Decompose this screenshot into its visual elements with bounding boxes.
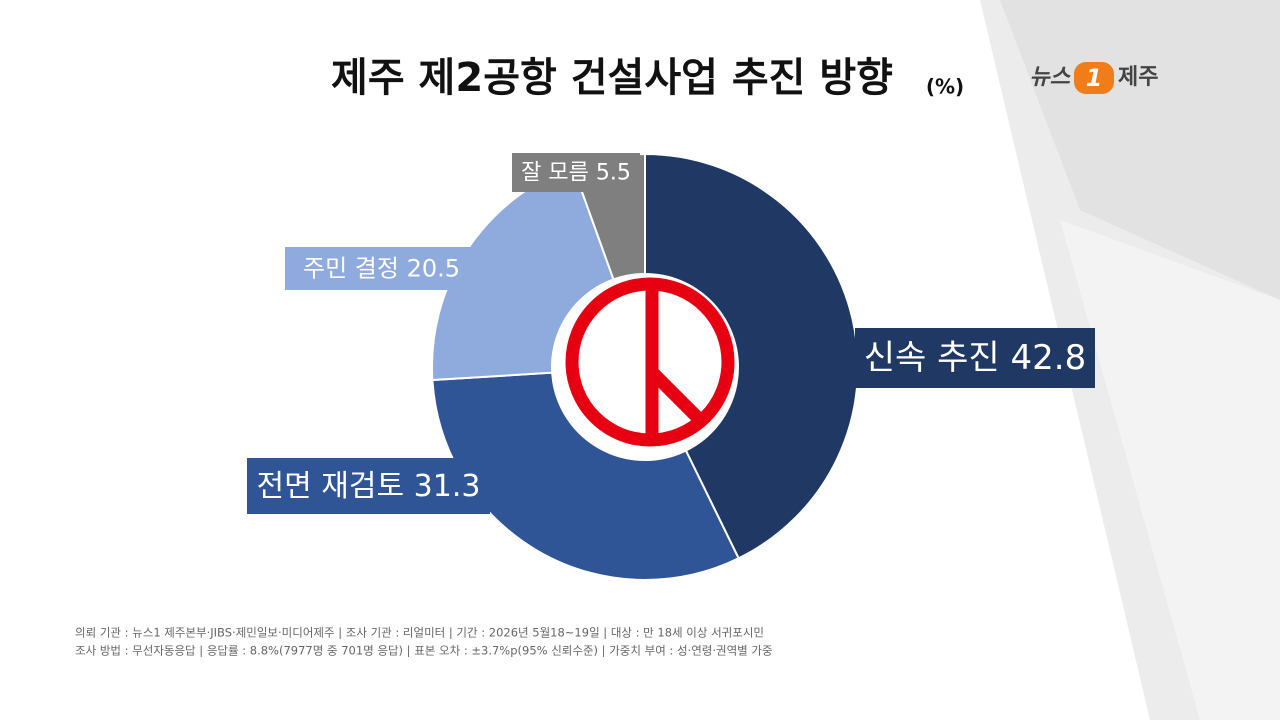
logo-text: 뉴스 [1030,65,1072,90]
background-shape [1000,0,1280,300]
label-box [855,328,1095,388]
chart-title: 제주 제2공항 건설사업 추진 방향 [331,55,893,101]
data-label: 잘 모름 5.5 [521,161,631,186]
value-label: 31.3 [414,469,481,504]
category-label: 전면 재검토 [257,469,405,504]
footnote: 의뢰 기관 : 뉴스1 제주본부·JIBS·제민일보·미디어제주 | 조사 기관… [75,626,764,640]
footnote: 조사 방법 : 무선자동응답 | 응답률 : 8.8%(7977명 중 701명… [75,644,773,658]
logo-badge [1074,62,1114,94]
category-label: 잘 모름 [521,161,589,186]
logo-text: 제주 [1118,65,1158,90]
data-label: 전면 재검토 31.3 [257,469,481,504]
category-label: 신속 추진 [864,338,1000,378]
data-label: 신속 추진 42.8 [864,338,1086,378]
data-label: 주민 결정 20.5 [303,255,460,283]
logo: 뉴스 1 제주 [1030,62,1158,94]
logo-mark: 1 [1086,64,1103,92]
value-label: 5.5 [596,161,631,186]
value-label: 20.5 [407,255,460,283]
background-shape [1060,220,1280,720]
slice [644,152,859,560]
label-box [512,153,640,192]
label-box [285,247,478,290]
label-box [247,458,490,514]
donut-hole [551,273,739,461]
ballot-icon [565,277,735,447]
category-label: 주민 결정 [303,255,399,283]
value-label: 42.8 [1011,338,1087,378]
icon-stroke [647,367,707,427]
unit: (%) [926,75,964,99]
icon-ring [565,277,735,447]
